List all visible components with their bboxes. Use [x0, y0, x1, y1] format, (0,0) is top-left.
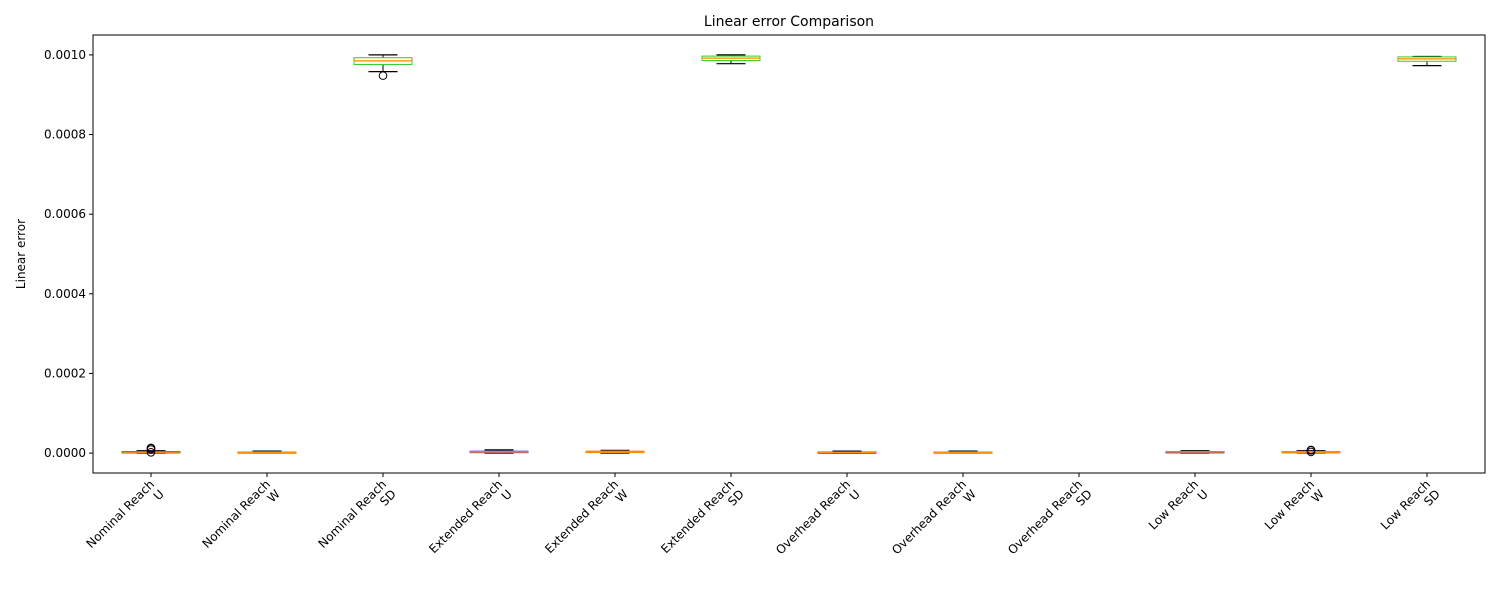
plot-frame [92, 34, 1486, 474]
outlier-point [146, 443, 156, 453]
y-tick-label: 0.0006 [44, 207, 86, 221]
outlier-point [1306, 445, 1316, 455]
x-tick-label: Nominal ReachSD [315, 477, 398, 560]
y-tick-label: 0.0000 [44, 446, 86, 460]
y-tick-label: 0.0008 [44, 128, 86, 142]
x-tick-label: Extended ReachW [542, 477, 631, 566]
outlier-point [146, 447, 156, 457]
x-tick-label: Low ReachW [1262, 477, 1327, 542]
x-tick-label: Nominal ReachW [199, 477, 283, 561]
outlier-point [378, 71, 388, 80]
y-tick-label: 0.0010 [44, 48, 86, 62]
x-tick-label: Overhead ReachW [889, 477, 979, 567]
x-tick-label: Overhead ReachU [773, 477, 863, 567]
y-tick-label: 0.0002 [44, 366, 86, 380]
x-tick-label: Nominal ReachU [83, 477, 166, 560]
x-tick-label: Low ReachSD [1378, 477, 1443, 542]
chart-title: Linear error Comparison [704, 14, 874, 30]
x-tick-label: Overhead ReachSD [1005, 477, 1095, 567]
y-axis-label: Linear error [14, 219, 28, 289]
x-tick-label: Extended ReachSD [658, 477, 747, 566]
plot-area: 0.0000 0.0002 0.0004 0.0006 0.0008 0.0010 Nomi… [44, 34, 1486, 567]
x-tick-label: Extended ReachU [426, 477, 515, 566]
y-tick-label: 0.0004 [44, 287, 86, 301]
x-tick-label: Low ReachU [1146, 477, 1211, 542]
